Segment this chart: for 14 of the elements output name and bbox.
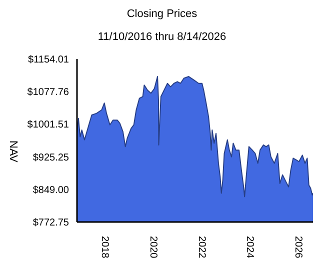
- x-tick-label: 2020: [147, 236, 158, 259]
- x-tick-label: 2026: [292, 236, 304, 259]
- y-tick-label: $849.00: [32, 184, 70, 196]
- chart-subtitle: 11/10/2016 thru 8/14/2026: [96, 31, 228, 43]
- y-tick-label: $925.25: [32, 152, 70, 164]
- y-tick-label: $1154.01: [28, 54, 70, 66]
- y-tick-label: $1077.76: [27, 87, 70, 98]
- y-tick-label: $1001.51: [27, 120, 70, 131]
- x-tick-label: 2024: [244, 236, 256, 259]
- x-tick-label: 2022: [196, 236, 207, 259]
- chart-title: Closing Prices: [126, 8, 198, 20]
- x-tick-label: 2018: [99, 236, 110, 259]
- y-tick-label: $772.75: [32, 218, 70, 229]
- y-axis-title: NAV: [7, 140, 20, 163]
